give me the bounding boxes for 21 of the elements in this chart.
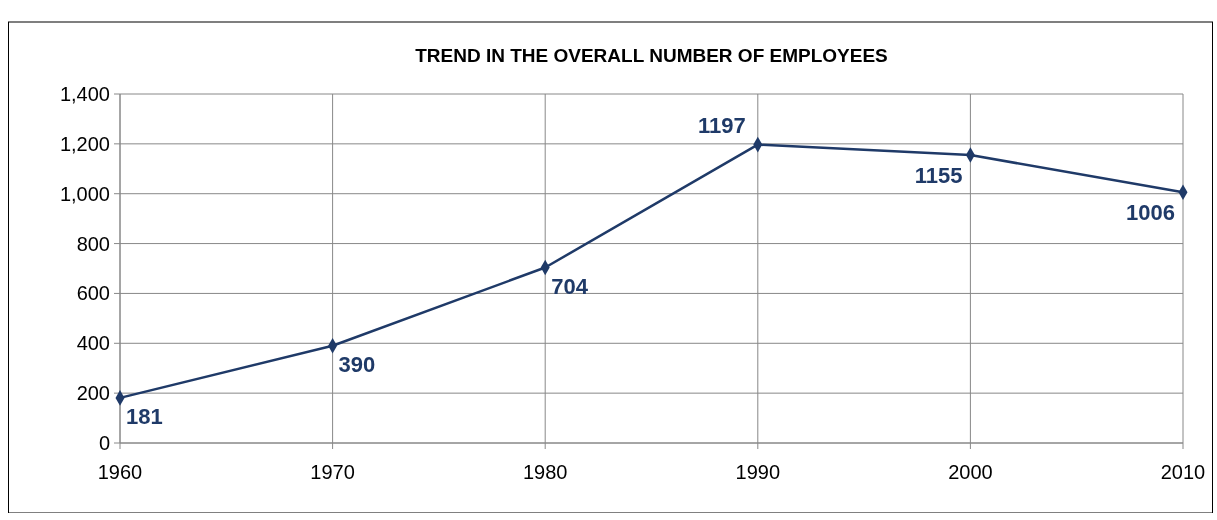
y-tick-label: 600 [76, 282, 110, 305]
y-tick-label: 800 [76, 232, 110, 255]
data-label: 1006 [1126, 200, 1175, 226]
y-tick-label: 0 [98, 432, 110, 454]
x-tick-label: 1970 [310, 461, 355, 483]
y-tick-label: 1,200 [59, 132, 110, 155]
y-tick-label: 400 [76, 332, 110, 355]
y-tick-label: 200 [76, 382, 110, 405]
y-tick-label: 1,000 [59, 182, 110, 205]
x-tick-label: 2010 [1160, 461, 1206, 483]
data-label: 704 [551, 273, 589, 299]
chart-title: TREND IN THE OVERALL NUMBER OF EMPLOYEES [415, 45, 888, 66]
data-label: 1155 [914, 163, 963, 189]
data-label: 1197 [698, 112, 746, 138]
x-tick-label: 1990 [735, 461, 781, 483]
x-tick-label: 1960 [97, 461, 143, 483]
data-label: 390 [338, 351, 376, 377]
data-label: 181 [126, 403, 163, 429]
x-tick-label: 2000 [948, 461, 993, 483]
y-tick-label: 1,400 [59, 83, 110, 105]
x-tick-label: 1980 [522, 461, 568, 483]
